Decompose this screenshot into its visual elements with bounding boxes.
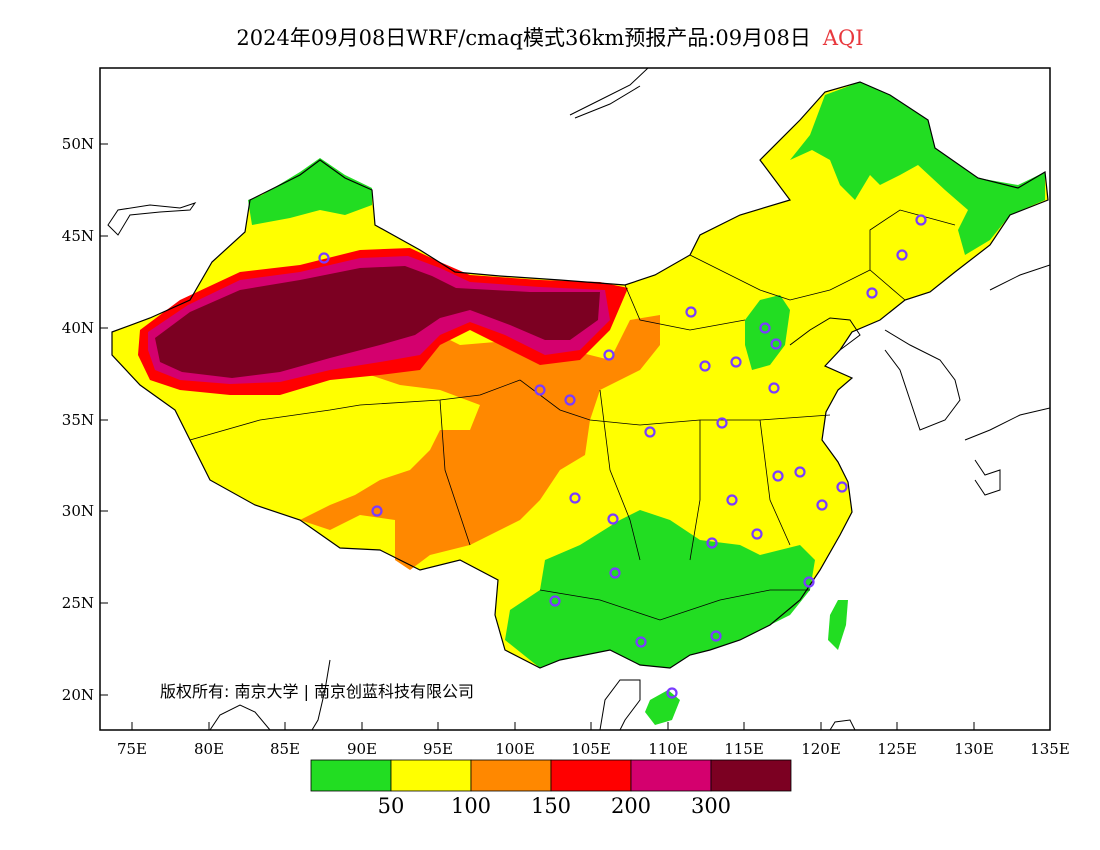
y-tick-label: 50N (62, 135, 94, 153)
x-tick-labels: 75E 80E 85E 90E 95E 100E 105E 110E 115E … (117, 740, 1070, 758)
aqi-layer-green-south (505, 510, 815, 668)
province-borders (189, 209, 956, 621)
aqi-layer-green-hainan (645, 690, 680, 725)
colorbar: 50 100 150 200 300 (310, 759, 792, 818)
x-tick-label: 105E (571, 740, 611, 758)
colorbar-swatch (550, 759, 632, 792)
coastline-indochina (209, 659, 856, 730)
colorbar-swatch (310, 759, 392, 792)
colorbar-label: 150 (531, 794, 571, 818)
copyright-text: 版权所有: 南京大学 | 南京创蓝科技有限公司 (160, 682, 474, 701)
y-tick-label: 45N (62, 227, 94, 245)
aqi-layer-green-northeast (790, 82, 1045, 255)
x-tick-label: 85E (270, 740, 300, 758)
aqi-layer-green-taiwan (828, 600, 848, 650)
x-tick-label: 125E (877, 740, 917, 758)
colorbar-label: 50 (378, 794, 405, 818)
title-text: 2024年09月08日WRF/cmaq模式36km预报产品:09月08日 (236, 26, 811, 50)
colorbar-label: 200 (611, 794, 651, 818)
coastline-kazakh (107, 202, 197, 236)
map-content (107, 68, 1050, 730)
x-tick-label: 115E (724, 740, 764, 758)
y-tick-label: 25N (62, 594, 94, 612)
coastline-bohai (789, 317, 861, 351)
colorbar-swatch (710, 759, 792, 792)
x-tick-label: 135E (1030, 740, 1070, 758)
aqi-layer-maroon (155, 266, 600, 378)
y-tick-label: 35N (62, 411, 94, 429)
x-tick-label: 75E (117, 740, 147, 758)
colorbar-swatch (630, 759, 712, 792)
x-tick-label: 100E (495, 740, 535, 758)
colorbar-swatch (390, 759, 472, 792)
map-title: 2024年09月08日WRF/cmaq模式36km预报产品:09月08日 AQI (0, 22, 1100, 52)
coastline-russia-lake (569, 68, 649, 119)
x-tick-label: 80E (194, 740, 224, 758)
y-tick-label: 30N (62, 502, 94, 520)
variable-label: AQI (822, 26, 864, 50)
aqi-layer-orange (300, 315, 660, 570)
x-tick-label: 130E (954, 740, 994, 758)
x-tick-label: 90E (347, 740, 377, 758)
y-tick-label: 20N (62, 686, 94, 704)
x-tick-label: 110E (648, 740, 688, 758)
map-frame (99, 67, 1051, 731)
x-tick-label: 120E (801, 740, 841, 758)
colorbar-swatch (470, 759, 552, 792)
city-markers (318, 214, 927, 699)
china-border (111, 81, 1049, 669)
y-tick-label: 40N (62, 319, 94, 337)
x-tick-label: 95E (423, 740, 453, 758)
coastline-korea-japan (884, 264, 1050, 496)
colorbar-label: 300 (691, 794, 731, 818)
y-tick-labels: 20N 25N 30N 35N 40N 45N 50N (62, 135, 94, 704)
colorbar-label: 100 (451, 794, 491, 818)
axis-ticks (100, 143, 1051, 730)
